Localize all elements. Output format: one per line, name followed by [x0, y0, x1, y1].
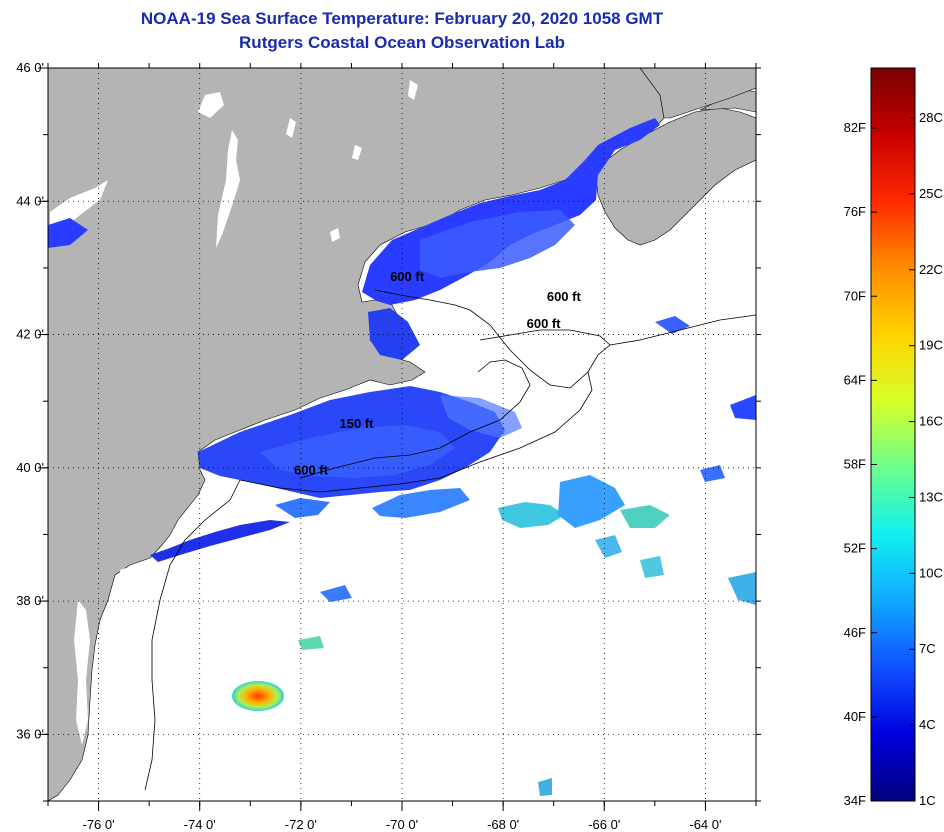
sst-st-lawnence-corner	[48, 218, 88, 248]
sst-east-patch	[730, 395, 756, 420]
delaware-bay	[120, 565, 145, 600]
sst-data	[48, 118, 756, 796]
lat-tick-labels: 46 0' 44 0' 42 0' 40 0' 38 0' 36 0'	[16, 60, 44, 741]
contour-label: 600 ft	[294, 462, 329, 477]
contour-600ft-shelf-edge	[144, 479, 241, 791]
lake-champlain	[216, 130, 240, 248]
contour-label: 600 ft	[390, 269, 425, 284]
colorbar-c-label: 4C	[919, 717, 936, 732]
colorbar-f-label: 76F	[844, 204, 866, 219]
colorbar-c-label: 7C	[919, 641, 936, 656]
sst-patch-scattered-1	[320, 585, 352, 602]
colorbar-c-label: 22C	[919, 262, 943, 277]
lat-tick-label: 44 0'	[16, 193, 44, 208]
lake-winnipesaukee	[330, 228, 340, 242]
sst-mab-inner	[260, 425, 455, 478]
colorbar-f-label: 58F	[844, 457, 866, 472]
lake-small-3	[352, 145, 362, 160]
colorbar-f-label: 34F	[844, 793, 866, 808]
lon-tick-labels: -76 0' -74 0' -72 0' -70 0' -68 0' -66 0' -64 …	[83, 817, 722, 832]
sst-patch-scattered-2	[298, 636, 324, 650]
sst-patch-scattered-4	[700, 465, 725, 482]
lat-tick-label: 36 0'	[16, 726, 44, 741]
colorbar: 82F 76F 70F 64F 58F 52F 46F 40F 34F 28C 25C 22C 19C…	[844, 67, 943, 808]
lon-tick-label: -68 0'	[487, 817, 519, 832]
axis-ticks	[38, 63, 761, 811]
colorbar-c-label: 16C	[919, 414, 943, 429]
colorbar-c-label: 10C	[919, 565, 943, 580]
sst-warm-slope-4	[595, 535, 622, 558]
lat-tick-label: 42 0'	[16, 327, 44, 342]
contour-600ft-gulf-of-maine	[374, 289, 756, 389]
colorbar-c-label: 13C	[919, 489, 943, 504]
colorbar-c-label: 25C	[919, 186, 943, 201]
lake-moosehead	[408, 80, 418, 100]
sst-patch-scattered-5	[640, 556, 664, 578]
lon-tick-label: -64 0'	[689, 817, 721, 832]
sst-warm-slope-3	[620, 505, 670, 528]
contour-600ft-mab	[239, 371, 593, 493]
graticule	[48, 68, 756, 801]
chesapeake-bay	[74, 600, 90, 745]
lon-tick-label: -74 0'	[184, 817, 216, 832]
contour-label: 600 ft	[547, 289, 582, 304]
colorbar-c-label: 28C	[919, 110, 943, 125]
sst-warm-eddy	[232, 681, 284, 711]
sst-patch-scattered-3	[538, 778, 552, 796]
colorbar-bar	[870, 67, 916, 802]
lat-tick-label: 46 0'	[16, 60, 44, 75]
lake-small-1	[198, 92, 224, 118]
land-mainland	[48, 68, 665, 801]
lake-small-2	[286, 118, 296, 138]
sst-warm-slope-1	[498, 502, 565, 528]
lon-tick-label: -76 0'	[83, 817, 115, 832]
contour-150ft	[299, 359, 531, 479]
lat-tick-label: 40 0'	[16, 460, 44, 475]
colorbar-f-label: 70F	[844, 288, 866, 303]
sst-warm-slope-2	[558, 475, 625, 528]
colorbar-f-label: 82F	[844, 120, 866, 135]
colorbar-f-label: 40F	[844, 709, 866, 724]
sst-slope-strip	[275, 498, 330, 518]
map-subtitle: Rutgers Coastal Ocean Observation Lab	[239, 33, 565, 52]
colorbar-f-label: 64F	[844, 372, 866, 387]
colorbar-fahrenheit-labels: 82F 76F 70F 64F 58F 52F 46F 40F 34F	[844, 120, 877, 808]
bathymetry-contours	[144, 289, 756, 791]
colorbar-c-label: 19C	[919, 338, 943, 353]
land-new-brunswick	[639, 68, 756, 119]
contour-labels: 600 ft 600 ft 600 ft 150 ft 600 ft	[294, 269, 581, 477]
map-panel: 600 ft 600 ft 600 ft 150 ft 600 ft	[48, 68, 756, 801]
inland-lakes	[50, 80, 418, 745]
sst-georges-bank	[440, 395, 522, 438]
sst-gulf-of-maine-shelf	[420, 210, 575, 278]
contour-label: 600 ft	[527, 316, 562, 331]
lon-tick-label: -72 0'	[285, 817, 317, 832]
lon-tick-label: -66 0'	[588, 817, 620, 832]
contour-label: 150 ft	[340, 416, 375, 431]
lon-tick-label: -70 0'	[386, 817, 418, 832]
lat-tick-label: 38 0'	[16, 593, 44, 608]
sst-cape-cod	[368, 308, 420, 360]
sst-nj-coast-strip	[150, 520, 290, 562]
sst-slope-strip-2	[372, 488, 470, 518]
sst-east-edge	[728, 572, 756, 605]
colorbar-f-label: 46F	[844, 625, 866, 640]
colorbar-f-label: 52F	[844, 541, 866, 556]
land-nova-scotia	[595, 107, 756, 246]
contour-600ft-georges	[479, 329, 611, 346]
map-title: NOAA-19 Sea Surface Temperature: Februar…	[140, 9, 664, 28]
colorbar-celsius-labels: 28C 25C 22C 19C 16C 13C 10C 7C 4C 1C	[909, 110, 943, 808]
colorbar-c-label: 1C	[919, 793, 936, 808]
